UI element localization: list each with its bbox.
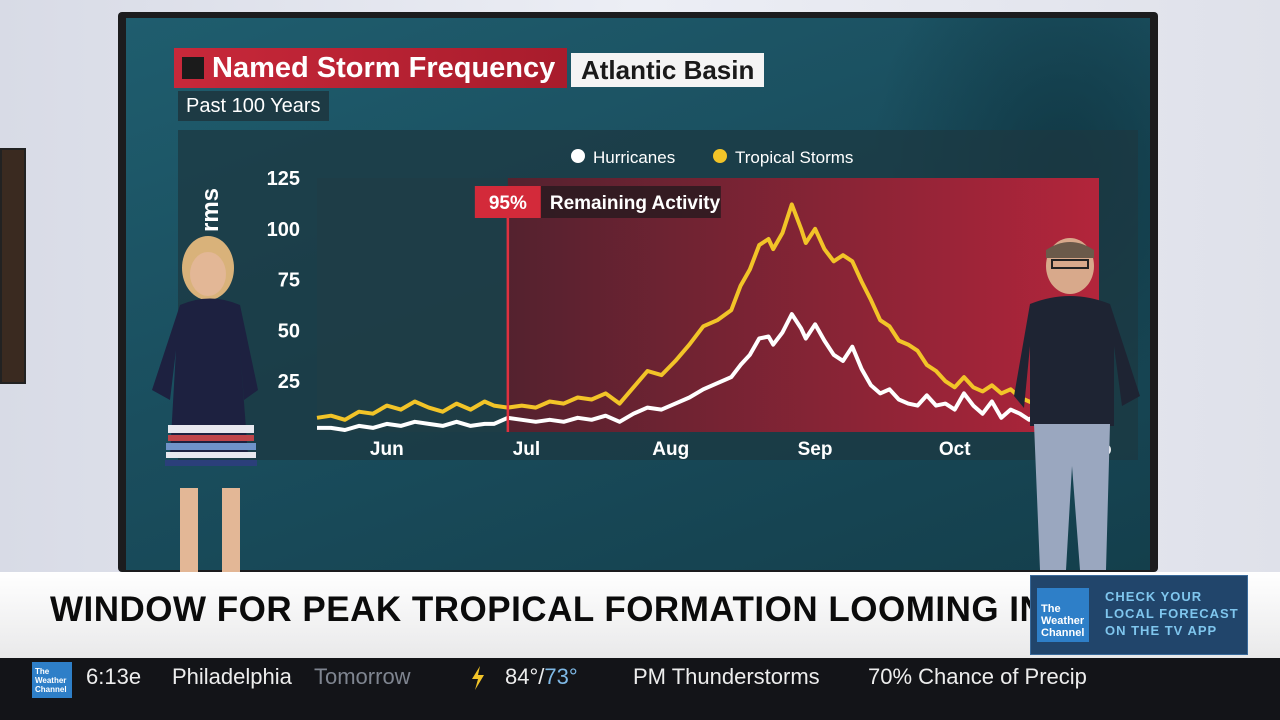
graphic-subtitle: Past 100 Years	[178, 91, 329, 121]
promo-line: CHECK YOUR	[1105, 589, 1203, 604]
presenter-right	[1014, 238, 1140, 570]
weather-channel-logo: The Weather Channel	[1037, 588, 1089, 642]
region-label: Atlantic Basin	[571, 53, 765, 87]
logo-line: Weather	[1041, 615, 1085, 627]
logo-line: Channel	[35, 685, 67, 694]
remaining-activity-badge	[540, 186, 721, 218]
remaining-activity-label: Remaining Activity	[550, 193, 721, 214]
presenter-left	[152, 236, 258, 573]
time: 6:13e	[86, 664, 142, 689]
legend-tropical-storms: Tropical Storms	[735, 148, 853, 167]
graphic-title-banner: Named Storm Frequency	[174, 48, 568, 88]
promo-line: ON THE TV APP	[1105, 623, 1218, 638]
title-square-icon	[182, 57, 204, 79]
y-tick-label: 75	[278, 270, 300, 292]
y-tick-label: 50	[278, 320, 300, 342]
forecast-period: Tomorrow	[314, 664, 411, 689]
y-tick-label: 25	[278, 371, 300, 393]
lightning-bolt-icon	[472, 666, 484, 690]
conditions: PM Thunderstorms	[633, 664, 820, 689]
tropical-storms-line	[316, 202, 1100, 428]
remaining-percent: 95%	[489, 193, 527, 214]
high-temp: 84°/73°	[505, 664, 578, 690]
x-tick-label: Jun	[370, 439, 404, 460]
tv-app-promo: The Weather Channel CHECK YOUR LOCAL FOR…	[1030, 575, 1248, 655]
x-tick-label: Oct	[939, 439, 971, 460]
low-temperature: 73°	[544, 664, 578, 689]
remaining-percent-badge	[474, 186, 541, 218]
x-tick-label: Jul	[513, 439, 540, 460]
side-monitor	[0, 148, 26, 384]
logo-line: Weather	[35, 676, 67, 685]
logo-line: The	[35, 667, 50, 676]
x-tick-label: Aug	[652, 439, 689, 460]
city: Philadelphia	[172, 664, 292, 689]
promo-text: CHECK YOUR LOCAL FORECAST ON THE TV APP	[1105, 588, 1239, 639]
x-tick-label: Sep	[798, 439, 833, 460]
video-wall: Named Storm Frequency Atlantic Basin Pas…	[126, 18, 1150, 570]
remaining-activity-region	[507, 178, 1100, 432]
legend-hurricanes: Hurricanes	[593, 148, 675, 167]
high-temperature: 84°/	[505, 664, 545, 689]
promo-line: LOCAL FORECAST	[1105, 606, 1239, 621]
weather-ticker-bar	[0, 658, 1280, 720]
logo-line: The	[1041, 603, 1061, 615]
legend-hurricanes-dot	[571, 149, 585, 163]
graphic-title: Named Storm Frequency	[212, 51, 556, 84]
hurricanes-line	[317, 312, 1099, 432]
y-axis-label: rms	[197, 188, 224, 232]
weather-channel-logo-small: The Weather Channel	[32, 662, 72, 698]
precip-chance: 70% Chance of Precip	[868, 664, 1087, 689]
legend-tropical-storms-dot	[713, 149, 727, 163]
logo-line: Channel	[1041, 627, 1085, 639]
y-tick-label: 100	[267, 219, 300, 241]
y-tick-label: 125	[267, 168, 300, 190]
